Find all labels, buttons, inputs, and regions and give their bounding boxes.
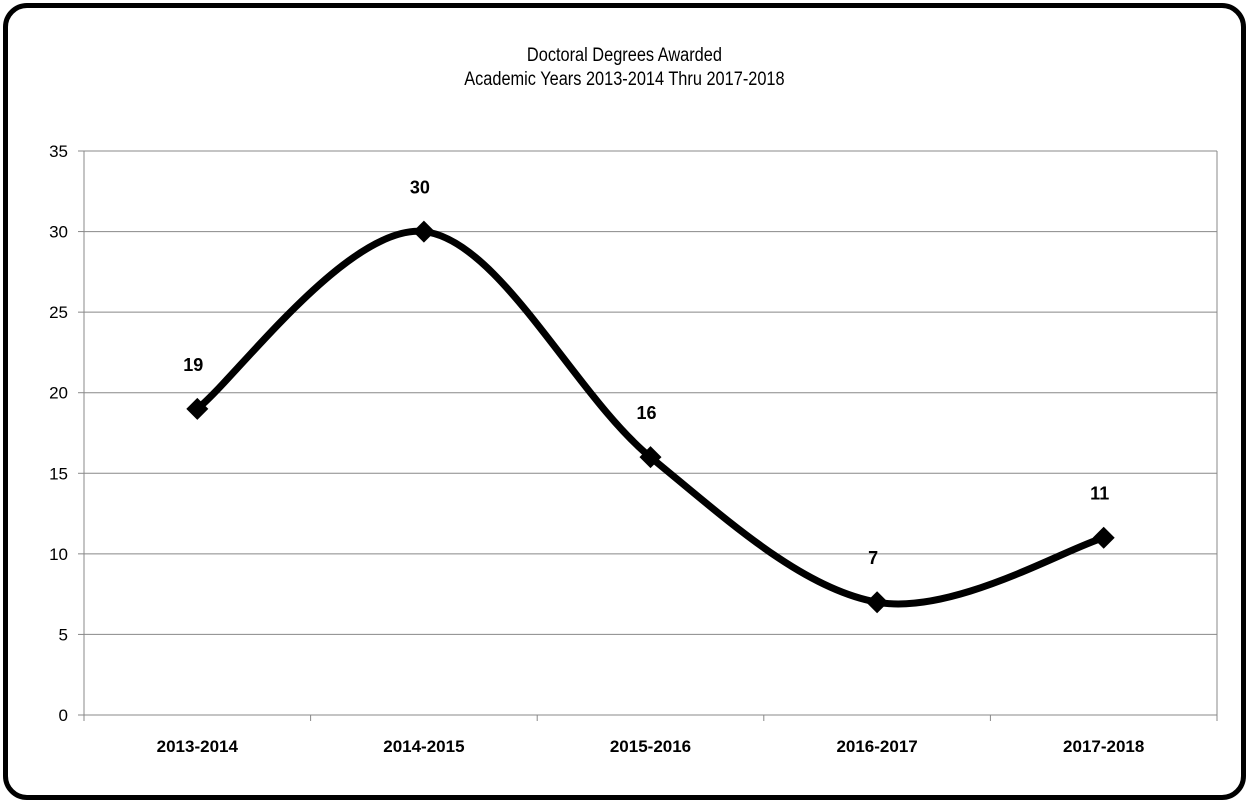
series-line [193,228,1108,608]
gridlines [84,150,1217,635]
data-label: 30 [410,178,430,198]
chart-subtitle: Academic Years 2013-2014 Thru 2017-2018 [464,69,785,90]
y-tick-label: 25 [49,303,68,322]
y-tick-label: 30 [49,223,68,242]
x-tick-label: 2015-2016 [610,737,691,756]
y-tick-label: 20 [49,384,68,403]
x-tick-labels: 2013-2014 2014-2015 2015-2016 2016-2017 2017… [157,737,1145,756]
data-point [412,220,435,243]
chart-title: Doctoral Degrees Awarded [526,45,722,66]
x-tick-label: 2013-2014 [157,737,239,756]
chart-title-block: Doctoral Degrees Awarded Academic Years … [87,44,1161,92]
y-tick-label: 35 [49,142,68,161]
data-point [866,591,889,614]
y-tick-label: 10 [49,545,68,564]
axes [78,150,1218,721]
data-point [186,397,209,420]
y-tick-label: 15 [49,464,68,483]
y-tick-label: 5 [59,625,68,644]
y-tick-labels: 0 5 10 15 20 25 30 35 [49,142,68,725]
data-label: 19 [183,355,203,375]
data-label: 16 [636,403,656,423]
x-tick-label: 2016-2017 [836,737,917,756]
data-markers [186,220,1115,614]
data-label: 11 [1090,484,1109,504]
data-point [639,446,662,469]
x-tick-label: 2014-2015 [383,737,464,756]
data-label: 7 [868,548,878,568]
x-tick-label: 2017-2018 [1063,737,1144,756]
data-point [1092,526,1115,549]
data-labels: 19 30 16 7 11 [183,178,1109,569]
y-tick-label: 0 [59,706,68,725]
